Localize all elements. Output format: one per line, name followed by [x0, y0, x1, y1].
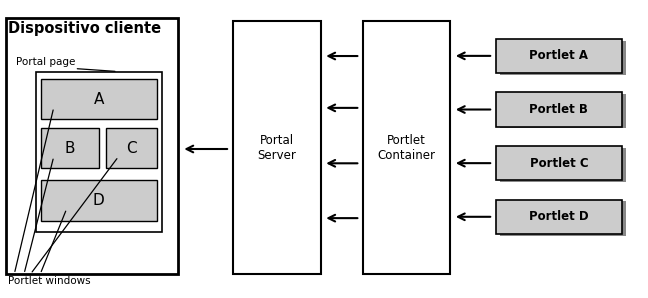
Text: Dispositivo cliente: Dispositivo cliente: [8, 21, 161, 36]
Bar: [6, 18, 178, 274]
Bar: [500, 94, 626, 128]
Bar: [496, 92, 622, 127]
Bar: [36, 72, 162, 232]
Bar: [500, 148, 626, 182]
Bar: [500, 41, 626, 75]
Bar: [363, 21, 450, 274]
Text: Portlet windows: Portlet windows: [8, 276, 91, 286]
Text: A: A: [93, 91, 104, 107]
Text: B: B: [65, 141, 75, 156]
Bar: [41, 128, 99, 168]
Text: Portlet A: Portlet A: [529, 49, 588, 62]
Text: C: C: [126, 141, 137, 156]
Bar: [500, 201, 626, 236]
Text: Portlet D: Portlet D: [529, 210, 589, 223]
Bar: [41, 180, 157, 221]
Bar: [233, 21, 321, 274]
Bar: [496, 200, 622, 234]
Bar: [106, 128, 157, 168]
Text: Portlet B: Portlet B: [529, 103, 588, 116]
Text: Portal
Server: Portal Server: [258, 134, 296, 162]
Bar: [496, 146, 622, 180]
Text: Portlet
Container: Portlet Container: [378, 134, 435, 162]
Bar: [41, 79, 157, 119]
Text: D: D: [93, 193, 105, 208]
Bar: [496, 39, 622, 73]
Text: Portal page: Portal page: [16, 57, 76, 67]
Text: Portlet C: Portlet C: [529, 157, 588, 170]
